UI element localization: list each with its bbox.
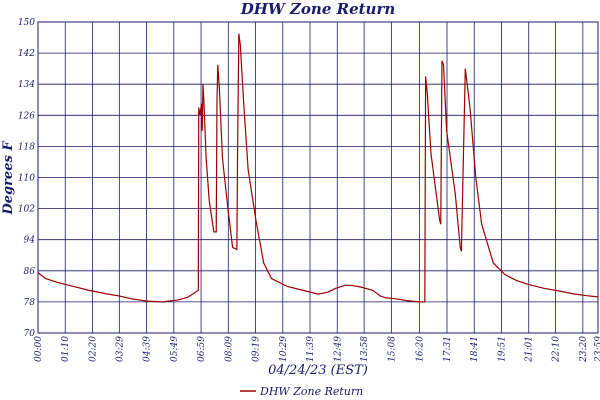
y-tick-label: 94	[24, 236, 36, 246]
plot-frame	[37, 21, 599, 334]
chart-title: DHW Zone Return	[240, 0, 396, 18]
x-tick-label: 23:20	[579, 336, 589, 363]
y-tick-label: 110	[18, 174, 35, 184]
x-tick-label: 16:20	[415, 336, 425, 362]
series-line-dhw-zone-return	[37, 33, 599, 303]
x-tick-label: 08:09	[224, 336, 234, 362]
y-tick-label: 142	[18, 49, 35, 59]
y-tick-label: 134	[18, 80, 35, 90]
x-tick-label: 02:20	[88, 336, 98, 362]
x-tick-label: 12:49	[333, 336, 343, 362]
y-axis-label: Degrees F	[1, 141, 16, 216]
y-axis-ticks: 70 78 86 94 102 110 118 126 134 142 150	[18, 18, 35, 339]
x-tick-label: 17:31	[443, 336, 453, 362]
x-tick-label: 00:00	[34, 336, 44, 362]
x-axis-ticks: 00:00 01:10 02:20 03:29 04:39 05:49 06:59 08:09…	[34, 336, 600, 363]
x-tick-label: 09:19	[252, 336, 262, 362]
x-tick-label: 05:49	[170, 336, 180, 362]
x-tick-label: 15:08	[387, 336, 397, 362]
x-tick-label: 10:29	[279, 336, 289, 362]
x-tick-label: 18:41	[470, 336, 480, 362]
x-tick-label: 04:39	[143, 336, 153, 362]
y-tick-label: 86	[24, 267, 36, 277]
y-tick-label: 150	[18, 18, 35, 28]
x-tick-label: 03:29	[115, 336, 125, 362]
legend-label: DHW Zone Return	[259, 385, 363, 398]
x-axis-label: 04/24/23 (EST)	[268, 363, 368, 378]
x-tick-label: 01:10	[61, 336, 71, 362]
legend: DHW Zone Return	[240, 385, 363, 398]
x-tick-label: 22:10	[552, 336, 562, 363]
y-tick-label: 118	[18, 142, 35, 152]
x-tick-label: 13:58	[360, 336, 370, 362]
grid	[37, 21, 599, 334]
x-tick-label: 06:59	[197, 336, 207, 362]
x-tick-label: 21:01	[525, 336, 535, 363]
y-tick-label: 102	[18, 205, 35, 215]
x-tick-label: 23:59	[594, 336, 600, 363]
y-tick-label: 126	[18, 111, 35, 121]
y-tick-label: 78	[24, 298, 36, 308]
x-tick-label: 19:51	[497, 336, 507, 362]
x-tick-label: 11:39	[306, 336, 316, 362]
y-tick-label: 70	[24, 329, 36, 339]
